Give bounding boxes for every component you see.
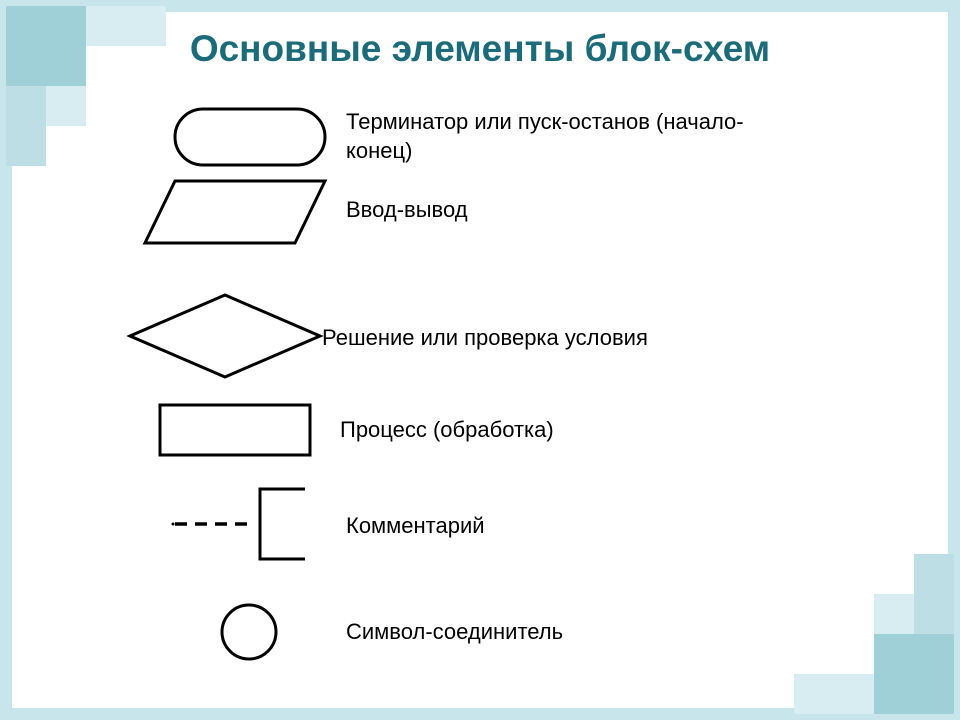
comment-label: Комментарий: [346, 512, 485, 541]
terminator-shape: [150, 104, 350, 170]
io-label: Ввод-вывод: [346, 196, 468, 225]
element-process: [135, 400, 335, 460]
element-terminator: [150, 104, 350, 170]
process-shape: [135, 400, 335, 460]
connector-label: Символ-соединитель: [346, 618, 563, 647]
element-io: [130, 176, 340, 248]
corner-decoration-bottom-right: [794, 554, 954, 714]
comment-shape: [150, 484, 350, 564]
process-label: Процесс (обработка): [340, 416, 554, 445]
element-comment: [150, 484, 350, 564]
decision-label: Решение или проверка условия: [322, 324, 648, 353]
element-connector: [194, 600, 304, 664]
decision-shape: [120, 290, 330, 382]
terminator-label: Терминатор или пуск-останов (начало-коне…: [346, 108, 806, 165]
element-decision: [120, 290, 330, 382]
io-shape: [130, 176, 340, 248]
page-title: Основные элементы блок-схем: [0, 28, 960, 70]
connector-shape: [194, 600, 304, 664]
